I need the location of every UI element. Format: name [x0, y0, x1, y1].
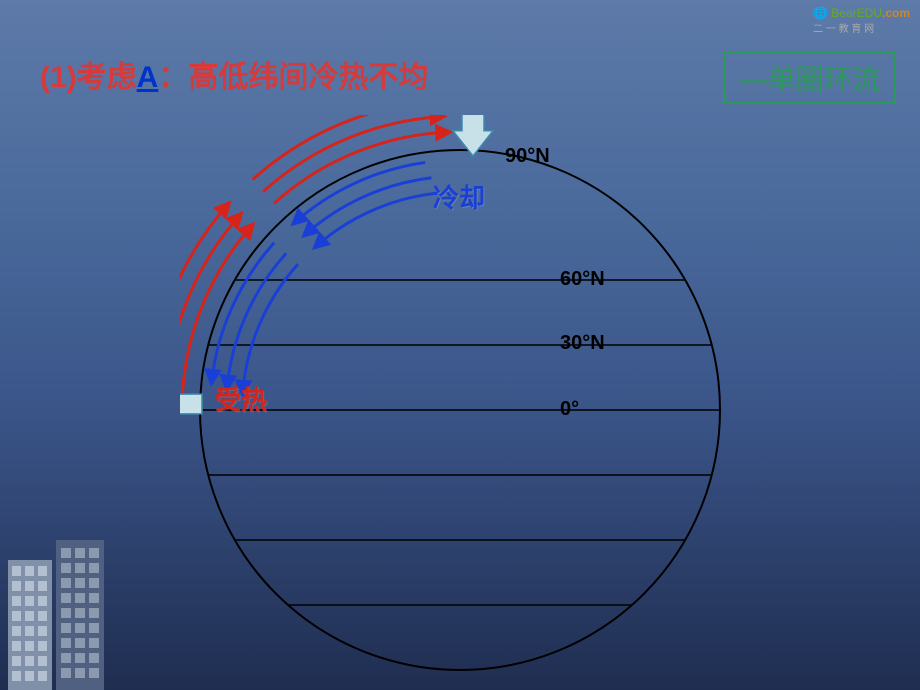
title-colon: ：: [158, 61, 188, 94]
latitude-label: 90°N: [505, 145, 550, 168]
label-hot: 受热: [215, 380, 267, 417]
building-decoration: [0, 530, 120, 690]
warm-air-arc: [253, 115, 439, 180]
latitude-label: 30°N: [560, 332, 605, 355]
cold-air-arc: [303, 178, 431, 236]
legend-text: 单圈环流: [768, 64, 880, 95]
legend-dash: ----: [739, 64, 768, 95]
legend-box: ----单圈环流: [723, 52, 896, 104]
latitude-label: 60°N: [560, 268, 605, 291]
cold-air-arc: [293, 162, 425, 224]
title-main: 高低纬间冷热不均: [188, 61, 428, 94]
title-prefix: (1)考虑: [40, 61, 137, 94]
site-logo: 🌐 BearEDU.com 二 一 教 育 网: [813, 6, 910, 35]
label-cold: 冷却: [433, 178, 485, 215]
latitude-label: 0°: [560, 398, 579, 421]
cold-air-arc: [243, 264, 298, 395]
cold-air-arc: [314, 193, 437, 248]
slide-title: (1)考虑A：高低纬间冷热不均: [40, 52, 428, 96]
title-link-A: A: [137, 61, 159, 94]
logo-text: BearEDU: [831, 6, 882, 20]
cold-air-arc: [227, 253, 286, 389]
